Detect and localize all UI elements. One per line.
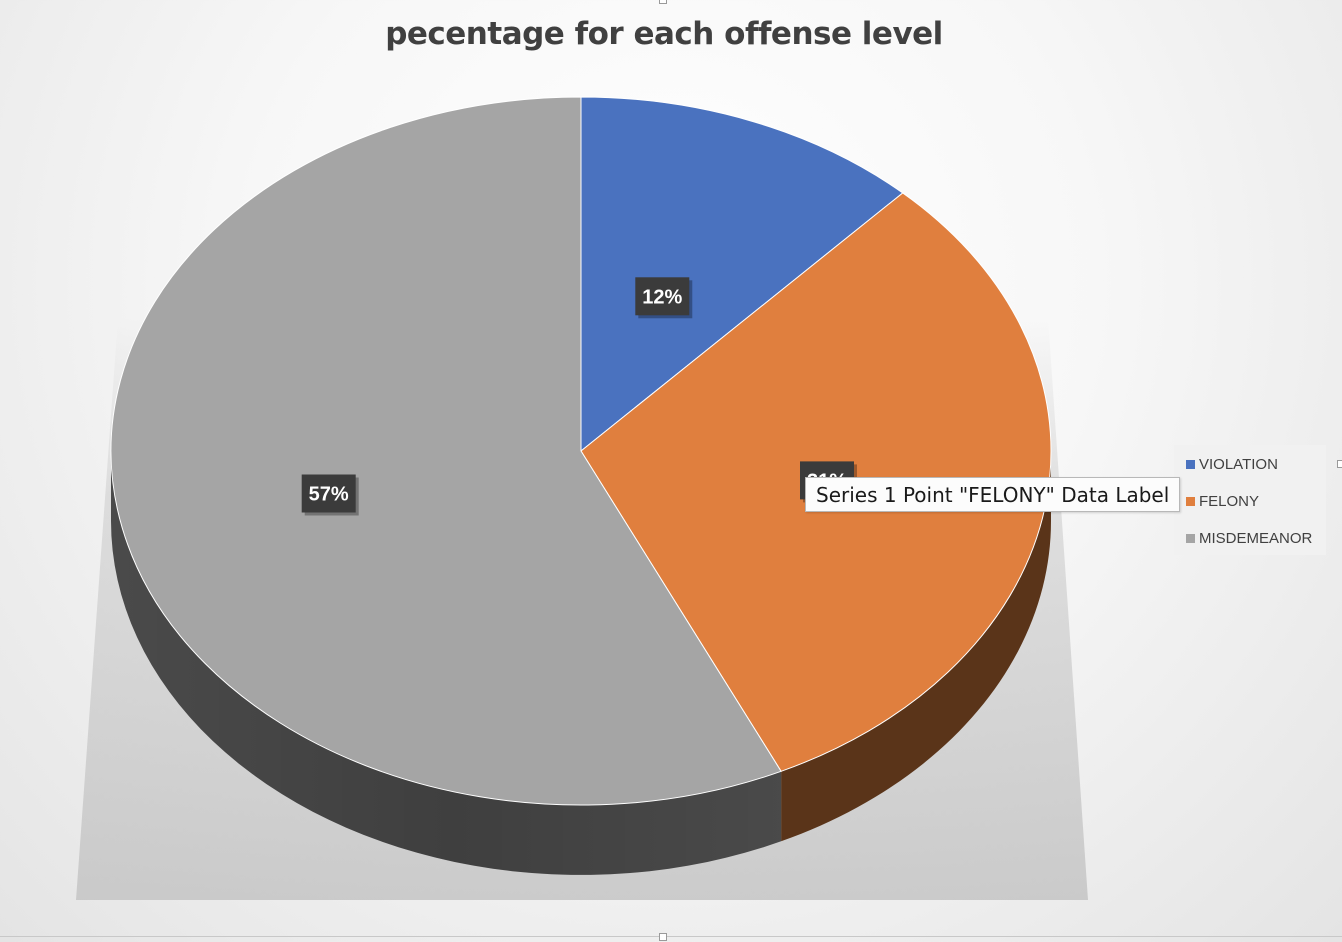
pie-slice-violation[interactable] [580, 96, 904, 453]
chart-title[interactable]: pecentage for each offense level [385, 16, 943, 52]
pie-slices [110, 96, 1052, 806]
legend-swatch-misdemeanor [1186, 533, 1195, 543]
pie-sides [111, 451, 1051, 875]
pie-side-shading [111, 451, 795, 875]
resize-handle-top[interactable] [659, 0, 667, 4]
data-label-box [301, 474, 356, 513]
data-label-misdemeanor[interactable]: 57% [301, 474, 359, 516]
legend-item-misdemeanor[interactable]: MISDEMEANOR [1186, 528, 1312, 548]
data-label-box [635, 277, 690, 316]
chart-border [0, 936, 1342, 937]
resize-handle-right[interactable] [1337, 460, 1342, 468]
legend-swatch-violation [1186, 459, 1195, 469]
legend[interactable]: VIOLATION FELONY MISDEMEANOR [1174, 445, 1326, 555]
pie-side-felony [781, 451, 1051, 842]
pie-slice-misdemeanor[interactable] [110, 96, 782, 806]
data-label-violation[interactable]: 12% [635, 277, 693, 319]
data-label-tooltip: Series 1 Point "FELONY" Data Label [805, 477, 1181, 512]
legend-label-felony: FELONY [1199, 492, 1260, 510]
legend-item-violation[interactable]: VIOLATION [1186, 454, 1278, 474]
data-label-text: 12% [642, 286, 682, 308]
data-label-text: 57% [309, 484, 349, 506]
resize-handle-bottom[interactable] [659, 933, 667, 941]
legend-label-misdemeanor: MISDEMEANOR [1199, 529, 1313, 547]
legend-label-violation: VIOLATION [1199, 455, 1278, 473]
legend-item-felony[interactable]: FELONY [1186, 491, 1259, 511]
legend-swatch-felony [1186, 496, 1195, 506]
